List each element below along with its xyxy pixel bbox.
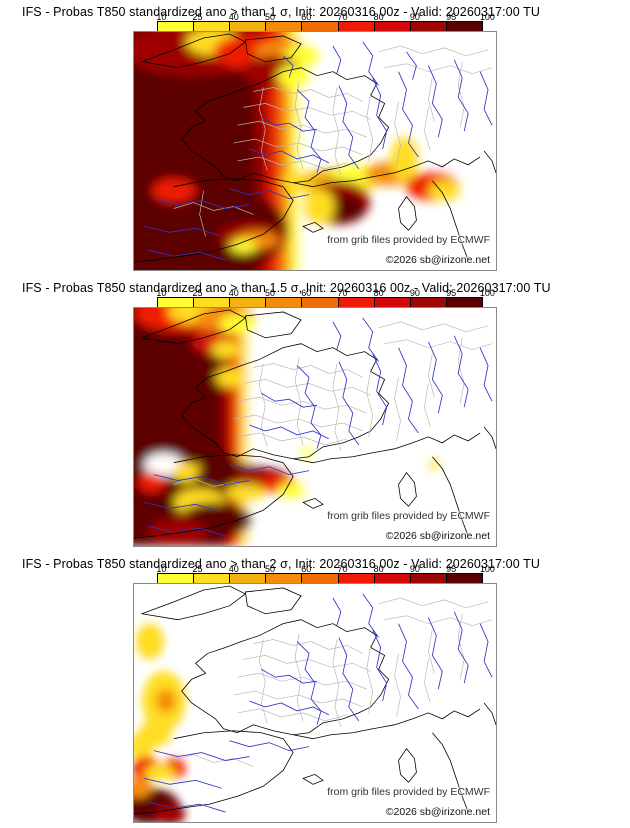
map-canvas-2[interactable]: from grib files provided by ECMWF ©2026 … [133, 307, 497, 547]
colorbar-tick-60: 60 [301, 564, 312, 574]
colorbar-tick-100: 100 [479, 564, 495, 574]
colorbar-segment-10 [158, 22, 195, 31]
map-source-attribution-3: from grib files provided by ECMWF [327, 786, 490, 798]
colorbar-segment-60 [302, 22, 339, 31]
colorbar-segment-70 [338, 574, 375, 583]
forecast-panel-2: IFS - Probas T850 standardized ano > tha… [0, 276, 630, 552]
colorbar-tick-80: 80 [373, 564, 384, 574]
colorbar-segment-50 [266, 22, 303, 31]
colorbar-tick-70: 70 [337, 12, 348, 22]
colorbar-segment-90 [410, 298, 447, 307]
colorbar-3: 10 25 40 50 60 70 80 90 95 100 [156, 564, 495, 584]
colorbar-tick-50: 50 [264, 288, 276, 298]
colorbar-segment-80 [374, 22, 411, 31]
colorbar-tick-10: 10 [156, 288, 167, 298]
colorbar-2: 10 25 40 50 60 70 80 90 95 100 [156, 288, 495, 308]
panel-title-1: IFS - Probas T850 standardized ano > tha… [22, 5, 540, 19]
colorbar-segment-80 [374, 298, 411, 307]
map-render-2 [134, 308, 496, 546]
colorbar-tick-10: 10 [156, 12, 167, 22]
colorbar-segment-60 [302, 298, 339, 307]
colorbar-segment-40 [230, 574, 267, 583]
colorbar-tick-25: 25 [192, 12, 203, 22]
colorbar-segment-90 [410, 574, 447, 583]
colorbar-segment-95 [446, 298, 482, 307]
colorbar-segment-70 [338, 22, 375, 31]
colorbar-segment-50 [266, 574, 303, 583]
colorbar-tick-10: 10 [156, 564, 167, 574]
colorbar-tick-70: 70 [337, 288, 348, 298]
colorbar-tick-100: 100 [479, 12, 495, 22]
colorbar-ticks-3: 10 25 40 50 60 70 80 90 95 100 [156, 564, 495, 574]
colorbar-segment-80 [374, 574, 411, 583]
map-copyright-1: ©2026 sb@irizone.net [385, 254, 490, 266]
colorbar-tick-60: 60 [301, 12, 312, 22]
colorbar-tick-90: 90 [409, 288, 420, 298]
colorbar-segment-90 [410, 22, 447, 31]
forecast-panel-1: IFS - Probas T850 standardized ano > tha… [0, 0, 630, 276]
colorbar-segment-25 [194, 22, 231, 31]
panel-title-3: IFS - Probas T850 standardized ano > tha… [22, 557, 540, 571]
colorbar-tick-95: 95 [446, 564, 457, 574]
colorbar-ticks-2: 10 25 40 50 60 70 80 90 95 100 [156, 288, 495, 298]
colorbar-segment-40 [230, 298, 267, 307]
map-canvas-3[interactable]: from grib files provided by ECMWF ©2026 … [133, 583, 497, 823]
map-source-attribution-1: from grib files provided by ECMWF [327, 234, 490, 246]
colorbar-segment-95 [446, 574, 482, 583]
colorbar-segment-95 [446, 22, 482, 31]
colorbar-segment-60 [302, 574, 339, 583]
panel-header-1: IFS - Probas T850 standardized ano > tha… [0, 0, 630, 32]
map-render-1 [134, 32, 496, 270]
colorbar-tick-60: 60 [301, 288, 312, 298]
colorbar-tick-50: 50 [264, 564, 276, 574]
map-canvas-1[interactable]: from grib files provided by ECMWF ©2026 … [133, 31, 497, 271]
colorbar-ticks-1: 10 25 40 50 60 70 80 90 95 100 [156, 12, 495, 22]
panel-title-2: IFS - Probas T850 standardized ano > tha… [22, 281, 551, 295]
colorbar-tick-40: 40 [228, 12, 239, 22]
colorbar-tick-25: 25 [192, 564, 203, 574]
colorbar-segment-10 [158, 298, 195, 307]
map-copyright-3: ©2026 sb@irizone.net [385, 806, 490, 818]
colorbar-tick-40: 40 [228, 288, 239, 298]
colorbar-tick-95: 95 [446, 12, 457, 22]
colorbar-segment-10 [158, 574, 195, 583]
colorbar-tick-80: 80 [373, 12, 384, 22]
colorbar-segment-70 [338, 298, 375, 307]
panel-header-2: IFS - Probas T850 standardized ano > tha… [0, 276, 630, 308]
colorbar-1: 10 25 40 50 60 70 80 90 95 100 [156, 12, 495, 32]
forecast-panel-3: IFS - Probas T850 standardized ano > tha… [0, 552, 630, 828]
colorbar-tick-40: 40 [228, 564, 239, 574]
colorbar-tick-100: 100 [479, 288, 495, 298]
colorbar-segment-25 [194, 574, 231, 583]
colorbar-tick-90: 90 [409, 564, 420, 574]
colorbar-tick-50: 50 [264, 12, 276, 22]
colorbar-segment-25 [194, 298, 231, 307]
map-copyright-2: ©2026 sb@irizone.net [385, 530, 490, 542]
colorbar-segment-50 [266, 298, 303, 307]
panel-header-3: IFS - Probas T850 standardized ano > tha… [0, 552, 630, 584]
colorbar-segment-40 [230, 22, 267, 31]
map-source-attribution-2: from grib files provided by ECMWF [327, 510, 490, 522]
map-render-3 [134, 584, 496, 822]
colorbar-tick-80: 80 [373, 288, 384, 298]
colorbar-tick-25: 25 [192, 288, 203, 298]
colorbar-tick-95: 95 [446, 288, 457, 298]
colorbar-tick-70: 70 [337, 564, 348, 574]
colorbar-tick-90: 90 [409, 12, 420, 22]
